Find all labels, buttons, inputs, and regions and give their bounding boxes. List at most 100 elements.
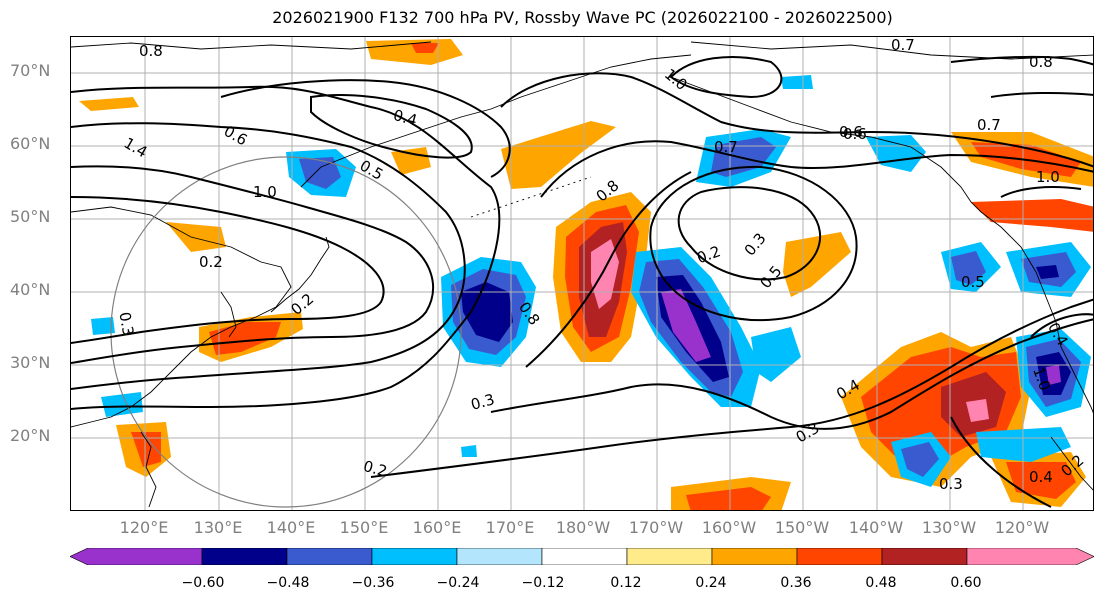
coastline-philippines — [140, 431, 157, 508]
anomaly-patch — [166, 222, 226, 252]
colorbar-tick-label: 0.36 — [780, 575, 812, 591]
contour-label: 1.4 — [121, 134, 151, 162]
colorbar-tick-label: −0.12 — [521, 575, 565, 591]
pv-contour — [950, 55, 1093, 66]
anomaly-patch — [971, 199, 1093, 232]
anomaly-patch — [751, 327, 801, 382]
contour-label: 0.6 — [843, 125, 867, 143]
contour-label: 1.0 — [1036, 168, 1060, 186]
anomaly-patch — [966, 399, 989, 422]
colorbar-tick-label: −0.24 — [436, 575, 480, 591]
colorbar-segment — [456, 548, 543, 565]
contour-label: 0.3 — [115, 311, 137, 338]
colorbar-segment — [626, 548, 713, 565]
lat-label-20n: 20°N — [10, 426, 51, 445]
pv-contour — [71, 122, 466, 390]
anomaly-patch — [209, 322, 281, 355]
anomaly-patch — [661, 289, 711, 362]
coastline-korea — [220, 291, 237, 338]
contour-label: 0.7 — [714, 138, 738, 156]
pv-contour — [990, 91, 1093, 98]
lon-label-120e: 120°E — [119, 518, 169, 537]
anomaly-patch — [411, 43, 439, 53]
lon-label-140w: 140°W — [848, 518, 904, 537]
contour-label: 0.2 — [199, 253, 223, 271]
anomaly-patch — [79, 97, 139, 111]
lat-label-30n: 30°N — [10, 353, 51, 372]
contour-label: 0.5 — [961, 273, 985, 291]
pv-contour — [1000, 186, 1082, 198]
contour-label: 0.7 — [977, 116, 1001, 134]
lon-label-180w: 180°W — [555, 518, 611, 537]
contour-label: 0.5 — [756, 262, 785, 292]
anomaly-patch — [1036, 265, 1059, 279]
colorbar-segment — [70, 548, 203, 565]
pv-contour — [1030, 313, 1093, 338]
lon-label-170w: 170°W — [628, 518, 684, 537]
pv-contour — [490, 318, 1093, 430]
contour-label: 0.3 — [741, 229, 770, 259]
colorbar-segment — [966, 548, 1094, 565]
lon-label-130w: 130°W — [921, 518, 977, 537]
anomaly-patch — [781, 75, 813, 89]
colorbar-tick-label: −0.60 — [181, 575, 225, 591]
pv-contour — [525, 171, 692, 368]
pv-contour — [500, 72, 1093, 168]
coastline-mexico — [1050, 436, 1093, 491]
anomaly-patch — [951, 251, 986, 285]
colorbar-tick-label: 0.60 — [950, 575, 982, 591]
coastlines — [71, 41, 1093, 508]
pv-contour — [310, 94, 473, 159]
colorbar-segment — [286, 548, 373, 565]
coastline-kamchatka — [300, 54, 692, 188]
colorbar-tick-label: 0.24 — [695, 575, 727, 591]
colorbar-segment — [541, 548, 628, 565]
contour-label: 0.7 — [891, 37, 915, 54]
pv-contour — [677, 186, 822, 281]
anomaly-patch — [461, 282, 513, 342]
colorbar-segment — [796, 548, 883, 565]
anomaly-patch — [686, 487, 771, 510]
coastline-north-america — [980, 211, 1093, 414]
colorbar-segment — [881, 548, 968, 565]
anomaly-patch — [131, 432, 161, 467]
contour-label: 0.6 — [839, 123, 863, 141]
anomaly-patch — [366, 39, 463, 65]
contour-label: 1.0 — [661, 65, 691, 94]
colorbar — [70, 548, 1094, 565]
lat-label-40n: 40°N — [10, 280, 51, 299]
map-panel: 0.8 1.0 0.7 0.8 0.6 0.4 0.6 1.4 0.5 1.0 … — [70, 36, 1094, 511]
lon-label-160e: 160°E — [412, 518, 462, 537]
lon-label-130e: 130°E — [193, 518, 243, 537]
contour-label: 0.2 — [694, 242, 723, 267]
anomaly-patch — [501, 121, 616, 189]
map-title: 2026021900 F132 700 hPa PV, Rossby Wave … — [272, 8, 893, 27]
contour-label: 0.4 — [1029, 468, 1053, 486]
coastline-alaska — [670, 76, 982, 213]
coastline-japan — [270, 236, 330, 313]
anomaly-patch — [901, 442, 939, 477]
anomaly-patch — [866, 135, 926, 172]
map-canvas: 0.8 1.0 0.7 0.8 0.6 0.4 0.6 1.4 0.5 1.0 … — [71, 37, 1093, 510]
lat-label-70n: 70°N — [10, 61, 51, 80]
lon-label-150w: 150°W — [774, 518, 830, 537]
colorbar-segment — [371, 548, 458, 565]
colorbar-tick-label: 0.12 — [610, 575, 642, 591]
pv-contour — [71, 85, 501, 410]
coastline-arctic — [71, 41, 1093, 60]
colorbar-segment — [711, 548, 798, 565]
colorbar-tick-label: −0.48 — [266, 575, 310, 591]
pv-contours — [71, 55, 1093, 508]
colorbar-tick-label: 0.48 — [865, 575, 897, 591]
contour-label: 0.8 — [139, 42, 163, 60]
lat-label-60n: 60°N — [10, 134, 51, 153]
anomaly-shading — [79, 39, 1093, 510]
lat-label-50n: 50°N — [10, 207, 51, 226]
guide-circle — [110, 156, 462, 508]
anomaly-patch — [391, 147, 431, 175]
colorbar-tick-label: −0.36 — [351, 575, 395, 591]
anomaly-patch — [91, 317, 115, 335]
contour-label: 0.3 — [469, 390, 497, 414]
anomaly-patch — [1046, 365, 1061, 385]
contour-label: 0.2 — [361, 457, 389, 481]
